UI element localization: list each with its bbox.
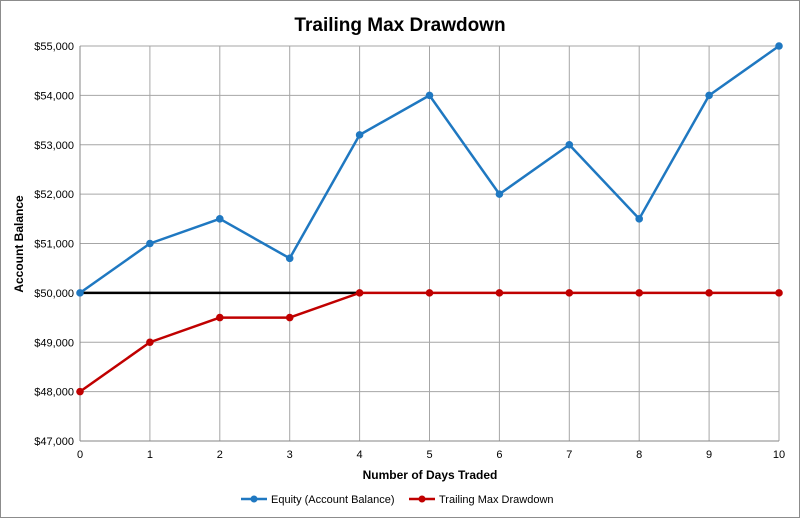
drawdown-point (216, 313, 224, 322)
x-tick-label: 1 (147, 449, 153, 461)
drawdown-point (146, 338, 154, 347)
x-tick-label: 2 (217, 449, 223, 461)
equity-point (565, 140, 574, 149)
equity-point (635, 215, 643, 223)
equity-point (355, 131, 364, 139)
x-tick-label: 9 (706, 449, 712, 461)
x-tick-label: 5 (426, 449, 432, 461)
y-tick-label: $53,000 (34, 140, 74, 152)
equity-point (146, 239, 154, 248)
y-tick-label: $49,000 (34, 337, 74, 349)
x-tick-label: 8 (636, 449, 642, 461)
drawdown-point (635, 289, 643, 297)
chart-title: Trailing Max Drawdown (294, 15, 505, 36)
equity-point (705, 91, 713, 100)
axis-layer: $47,000 $48,000 $49,000 $50,000 $51,000 $52,0… (34, 41, 785, 461)
x-axis-label: Number of Days Traded (363, 468, 498, 482)
legend-drawdown-label: Trailing Max Drawdown (439, 494, 554, 506)
equity-point (425, 91, 434, 100)
legend-equity-marker (250, 495, 258, 503)
x-tick-label: 4 (357, 449, 363, 461)
y-tick-label: $55,000 (34, 41, 74, 53)
equity-point (216, 215, 224, 223)
legend-drawdown-marker (418, 495, 426, 503)
legend-equity-label: Equity (Account Balance) (271, 494, 395, 506)
y-tick-label: $47,000 (34, 436, 74, 448)
x-tick-label: 3 (287, 449, 293, 461)
drawdown-point (705, 289, 713, 297)
drawdown-point (355, 289, 364, 297)
y-tick-label: $48,000 (34, 387, 74, 399)
equity-point (285, 254, 294, 263)
drawdown-point (565, 289, 574, 297)
y-tick-label: $54,000 (34, 90, 74, 102)
y-tick-label: $50,000 (34, 288, 74, 300)
drawdown-point (775, 289, 783, 297)
y-axis-label: Account Balance (12, 195, 26, 293)
equity-point (76, 289, 84, 297)
y-tick-label: $52,000 (34, 189, 74, 201)
drawdown-point (425, 289, 434, 297)
grid-layer (79, 45, 780, 442)
y-tick-label: $51,000 (34, 239, 74, 251)
x-tick-label: 6 (496, 449, 502, 461)
equity-point (775, 42, 783, 50)
series-layer (76, 42, 783, 396)
x-tick-label: 10 (773, 449, 785, 461)
legend: Equity (Account Balance) Trailing Max Dra… (241, 494, 554, 506)
drawdown-point (495, 289, 504, 297)
x-tick-label: 0 (77, 449, 83, 461)
equity-point (495, 190, 504, 198)
x-tick-label: 7 (566, 449, 572, 461)
drawdown-point (285, 313, 294, 322)
drawdown-point (76, 387, 84, 396)
